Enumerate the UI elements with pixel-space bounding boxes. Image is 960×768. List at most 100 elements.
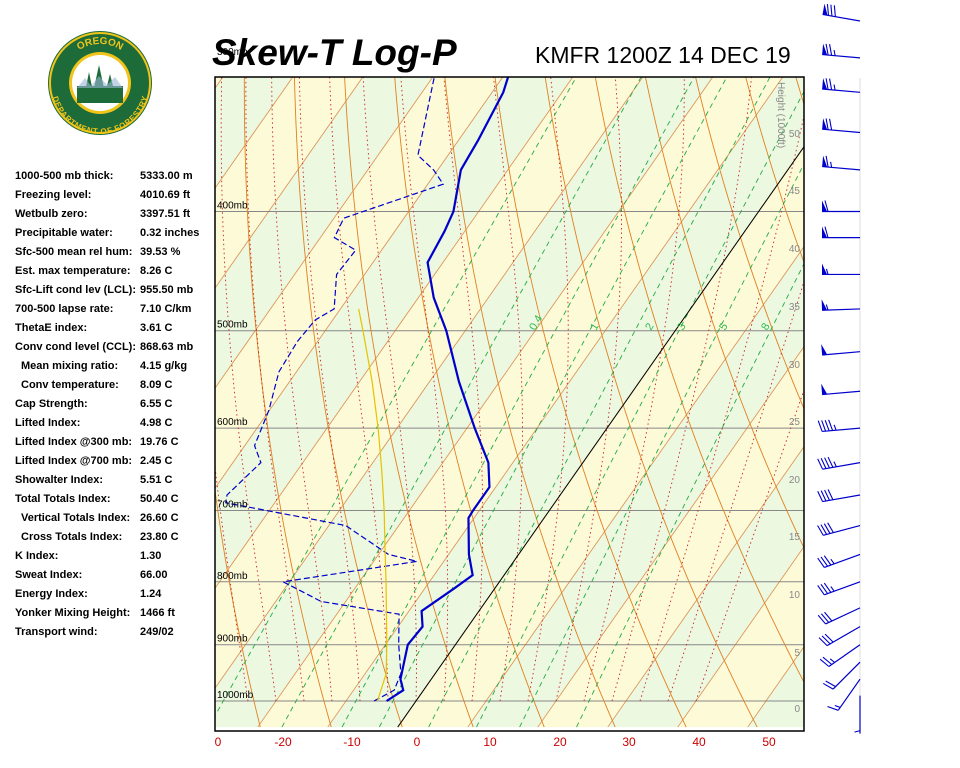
moist-adiabat [298, 77, 361, 702]
temperature-trace [386, 77, 510, 702]
pressure-label: 500mb [217, 320, 248, 331]
barb-flag [820, 556, 829, 567]
barb-pennant [822, 226, 827, 238]
barb-flag [833, 5, 836, 17]
wind-barb [817, 607, 861, 625]
station-label: KMFR 1200Z 14 DEC 19 [535, 42, 791, 68]
barb-flag [824, 611, 833, 622]
index-row: Sfc-500 mean rel hum: 39.53 % [15, 244, 215, 263]
isotherm-line [537, 346, 804, 728]
barb-flag [824, 489, 830, 501]
chart-title: Skew-T Log-P [212, 32, 457, 73]
index-label: Mean mixing ratio: [21, 360, 119, 372]
index-value: 7.10 C/km [140, 303, 192, 315]
barb-flag [818, 637, 828, 646]
barb-flag [817, 614, 826, 625]
barb-pennant [822, 200, 827, 212]
height-tick-label: 20 [789, 475, 801, 486]
barb-flag [827, 705, 839, 711]
dry-adiabat [243, 77, 332, 728]
barb-flag [825, 155, 829, 168]
mixing-ratio-line [215, 77, 577, 717]
index-label: Sweat Index: [15, 569, 83, 581]
barb-pennant [822, 43, 828, 55]
height-tick-label: 35 [789, 302, 801, 313]
isotherm-line [215, 77, 504, 489]
index-row: Lifted Index @300 mb: 19.76 C [15, 434, 215, 453]
index-value: 50.40 C [140, 493, 179, 505]
barb-flag [823, 523, 831, 534]
height-tick-label: 30 [789, 360, 801, 371]
index-row: Cap Strength: 6.55 C [15, 396, 215, 415]
barb-staff [822, 390, 861, 396]
index-value: 0.32 inches [140, 227, 200, 239]
dry-adiabat [344, 77, 474, 728]
barb-flag [824, 419, 830, 432]
dry-adiabat [26, 0, 149, 727]
barb-flag [825, 43, 829, 56]
dry-adiabat [294, 77, 403, 728]
mixing-ratio-line [341, 77, 695, 728]
wind-barb [822, 155, 861, 171]
index-value: 6.55 C [140, 398, 173, 410]
dry-adiabat [544, 77, 758, 728]
index-label: ThetaE index: [15, 322, 88, 334]
index-value: 955.50 mb [140, 284, 194, 296]
barb-pennant [822, 263, 827, 275]
barb-staff [822, 494, 861, 503]
height-tick-label: 5 [794, 648, 800, 659]
wind-barb [819, 644, 861, 668]
isotherm-line [215, 77, 294, 189]
index-row: Conv cond level (CCL): 868.63 mb [15, 339, 215, 358]
index-value: 66.00 [140, 569, 168, 581]
index-label: Lifted Index: [15, 417, 81, 429]
x-tick-label: 50 [762, 735, 776, 749]
index-value: 868.63 mb [140, 341, 194, 353]
mixing-ratio-label: 8 [759, 321, 772, 332]
barb-flag [817, 458, 824, 470]
barb-half-flag [825, 268, 829, 275]
dry-adiabat [857, 0, 960, 727]
wind-barb [854, 695, 861, 734]
barb-half-flag [833, 461, 837, 468]
barb-flag [821, 635, 831, 645]
barb-staff [822, 13, 861, 22]
barb-flag [817, 420, 823, 432]
barb-staff [823, 524, 861, 536]
index-label: Transport wind: [15, 626, 98, 638]
index-label: Precipitable water: [15, 227, 113, 239]
barb-staff [822, 88, 861, 93]
index-row: Sweat Index: 66.00 [15, 567, 215, 586]
barb-flag [824, 633, 834, 643]
wind-barb [822, 43, 861, 59]
height-tick-label: 25 [789, 417, 801, 428]
index-label: Wetbulb zero: [15, 208, 88, 220]
index-value: 249/02 [140, 626, 174, 638]
wind-barb [822, 118, 861, 134]
wind-barb [817, 553, 861, 568]
wind-barb [822, 78, 861, 93]
pressure-label: 900mb [217, 634, 248, 645]
dry-adiabat [215, 487, 261, 728]
barb-pennant [821, 299, 828, 311]
chart-labels: 200mb300mb400mb500mb600mb700mb800mb900mb… [215, 47, 801, 749]
moist-adiabat [329, 77, 389, 702]
x-tick-label: 0 [414, 735, 421, 749]
pressure-label: 600mb [217, 417, 248, 428]
barb-half-flag [825, 304, 829, 311]
index-row: Energy Index: 1.24 [15, 586, 215, 605]
index-row: K Index: 1.30 [15, 548, 215, 567]
index-value: 8.26 C [140, 265, 173, 277]
moist-adiabat [215, 462, 249, 702]
index-row: Yonker Mixing Height: 1466 ft [15, 605, 215, 624]
wind-barb [821, 299, 861, 311]
parcel-trace [358, 308, 388, 702]
barb-half-flag [854, 730, 861, 733]
index-label: Est. max temperature: [15, 265, 131, 277]
barb-pennant [822, 155, 828, 168]
barb-flag [820, 458, 827, 469]
barb-flag [829, 78, 833, 90]
mixing-ratio-line [519, 163, 804, 728]
index-label: 1000-500 mb thick: [15, 170, 114, 182]
pressure-label: 400mb [217, 201, 248, 212]
